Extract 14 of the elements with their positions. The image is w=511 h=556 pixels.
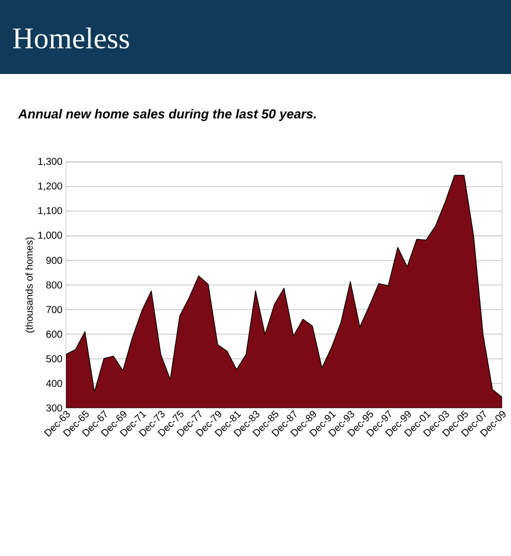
y-tick-label: 1,300 (38, 158, 62, 166)
y-tick-label: 1,000 (38, 232, 62, 240)
chart-subtitle: Annual new home sales during the last 50 years. (18, 108, 316, 122)
y-axis-title: (thousands of homes) (25, 237, 35, 333)
y-tick-label: 300 (46, 404, 62, 412)
y-tick-label: 1,100 (38, 207, 62, 216)
y-tick-label: 700 (46, 306, 62, 314)
y-tick-label: 500 (46, 355, 62, 362)
y-tick-label: 900 (46, 256, 62, 264)
y-tick-label: 1,200 (38, 182, 62, 191)
y-tick-label: 600 (46, 330, 62, 338)
chart-title: Homeless (13, 27, 129, 49)
y-tick-label: 400 (46, 380, 62, 387)
y-tick-label: 800 (46, 281, 62, 289)
